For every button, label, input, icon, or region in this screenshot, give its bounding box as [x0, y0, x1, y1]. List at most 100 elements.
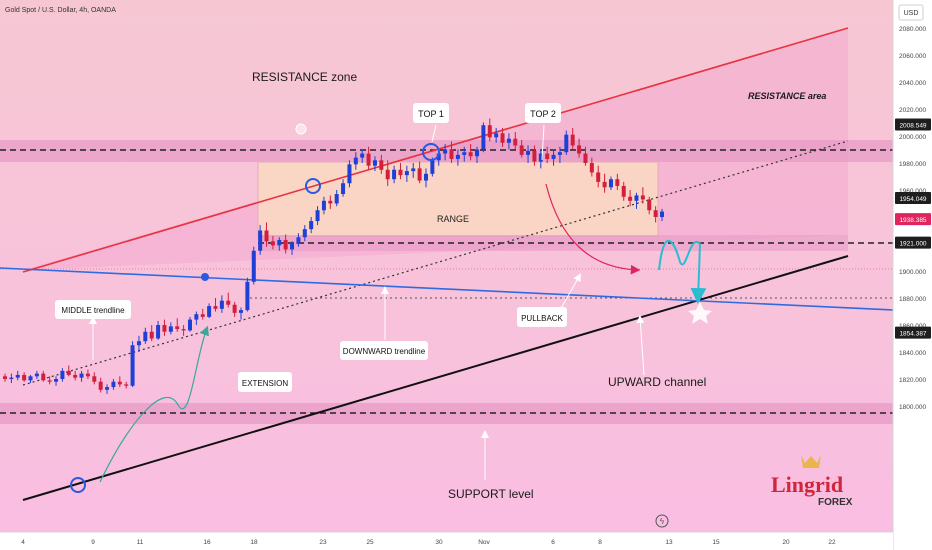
- time-axis-panel[interactable]: [0, 532, 893, 550]
- top1-circle: [422, 143, 440, 161]
- price-axis-panel[interactable]: [893, 0, 932, 550]
- candle-body: [232, 304, 237, 313]
- candle-body: [156, 325, 161, 339]
- price-tick-label: 1840.000: [899, 350, 926, 357]
- candle-body: [532, 150, 537, 162]
- price-tick-label: 1980.000: [899, 161, 926, 168]
- date-tick-label: 15: [712, 539, 720, 546]
- candle-body: [162, 325, 167, 332]
- low-marker-circle: [70, 477, 86, 493]
- candle-body: [366, 153, 371, 166]
- upward-pointer: [636, 315, 645, 376]
- extension-arrow: [99, 325, 209, 483]
- candle-body: [468, 152, 473, 157]
- date-tick-label: 9: [91, 539, 95, 546]
- candle-body: [341, 183, 346, 195]
- annotation-downward-trendline: DOWNWARD trendline: [343, 347, 426, 356]
- extension-label-box: [238, 372, 292, 392]
- candle-body: [653, 210, 658, 217]
- annotation-top1: TOP 1: [418, 109, 444, 119]
- candle-body: [283, 239, 288, 250]
- annotation-support-level: SUPPORT level: [448, 487, 534, 501]
- candle-body: [372, 160, 377, 166]
- annotation-upward-channel: UPWARD channel: [608, 375, 706, 389]
- candle-body: [207, 306, 212, 317]
- top2-label-box: [525, 103, 561, 123]
- middle-label-box: [55, 300, 131, 319]
- candle-body: [360, 153, 365, 158]
- top2-pointer: [541, 124, 545, 161]
- candle-body: [245, 281, 250, 311]
- price-badge-label: 2008.549: [899, 122, 926, 129]
- brand-name: Lingrid: [771, 472, 843, 497]
- price-badge-label: 1854.387: [899, 331, 926, 338]
- candle-body: [455, 154, 460, 159]
- annotation-resistance-zone: RESISTANCE zone: [252, 70, 357, 84]
- candle-body: [34, 373, 39, 377]
- support-zone-band: [0, 403, 893, 424]
- top1-pointer: [431, 124, 437, 143]
- pullback-arrow: [545, 183, 641, 275]
- candle-body: [640, 195, 645, 200]
- brand-sub: FOREX: [818, 497, 853, 508]
- range-box: [257, 161, 659, 237]
- candle-body: [22, 374, 27, 381]
- price-badge: [895, 213, 931, 226]
- candle-body: [443, 149, 448, 154]
- candle-body: [315, 210, 320, 222]
- annotation-middle-trendline: MIDDLE trendline: [61, 306, 125, 315]
- brand-logo: Lingrid FOREX: [771, 455, 853, 508]
- price-badge: [895, 326, 931, 339]
- candle-body: [111, 381, 116, 388]
- candle-body: [168, 326, 173, 332]
- candle-body: [621, 185, 626, 197]
- candle-body: [143, 331, 148, 342]
- date-tick-label: 8: [598, 539, 602, 546]
- candle-body: [117, 381, 122, 385]
- candle-body: [589, 163, 594, 173]
- candle-body: [41, 373, 46, 381]
- candle-body: [258, 230, 263, 251]
- candle-body: [98, 381, 103, 390]
- candle-body: [334, 194, 339, 204]
- candle-body: [251, 250, 256, 282]
- candle-body: [302, 229, 307, 238]
- downward-dotted-trendline: [22, 140, 849, 386]
- lightning-icon[interactable]: [655, 514, 669, 528]
- candle-body: [545, 153, 550, 159]
- candle-body: [47, 380, 52, 382]
- candle-body: [219, 300, 224, 309]
- date-tick-label: 30: [435, 539, 443, 546]
- event-flag-icon[interactable]: [295, 123, 307, 135]
- date-tick-label: 16: [203, 539, 211, 546]
- candle-body: [60, 370, 65, 379]
- price-tick-label: 2000.000: [899, 134, 926, 141]
- price-badges-group: 2008.549 1954.049 1938.385 1921.000 1854.387: [895, 118, 931, 339]
- candle-body: [449, 149, 454, 159]
- date-tick-label: 22: [828, 539, 836, 546]
- price-tick-label: 1820.000: [899, 377, 926, 384]
- candle-body: [570, 134, 575, 146]
- candle-body: [634, 195, 639, 201]
- date-tick-label: 11: [137, 539, 144, 546]
- annotation-range: RANGE: [437, 214, 469, 224]
- candle-body: [85, 373, 90, 377]
- resistance-trendline: [22, 27, 849, 273]
- candle-body: [264, 230, 269, 242]
- candle-body: [328, 200, 333, 204]
- candle-body: [411, 168, 416, 172]
- currency-button[interactable]: [898, 4, 924, 21]
- candle-body: [481, 125, 486, 150]
- candle-body: [130, 345, 135, 386]
- price-badge-label: 1921.000: [899, 241, 926, 248]
- candle-body: [519, 145, 524, 155]
- candles-group: [3, 118, 664, 394]
- price-tick-label: 1880.000: [899, 296, 926, 303]
- candle-body: [28, 376, 33, 381]
- candle-body: [538, 153, 543, 162]
- candle-body: [398, 169, 403, 176]
- candle-body: [436, 153, 441, 161]
- symbol-title: Gold Spot / U.S. Dollar, 4h, OANDA: [5, 7, 116, 14]
- candle-body: [181, 329, 186, 331]
- price-tick-label: 2060.000: [899, 53, 926, 60]
